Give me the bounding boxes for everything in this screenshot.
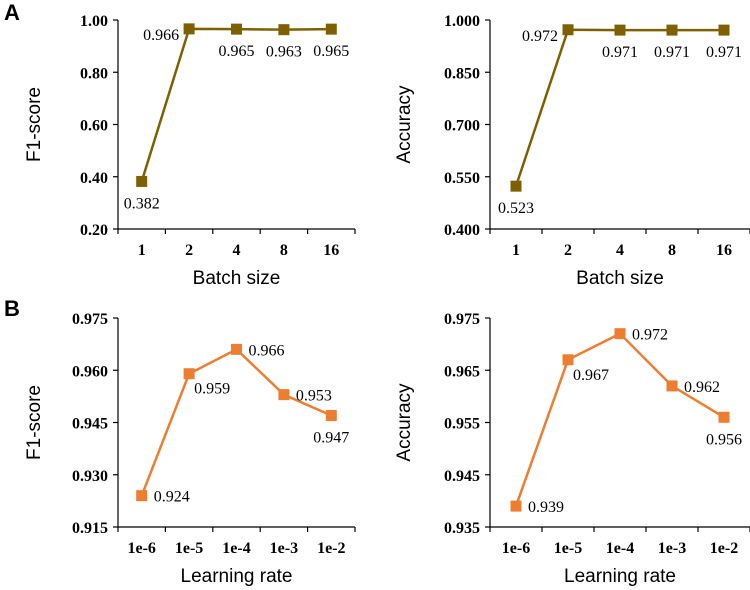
x-tick-label: 1e-6: [502, 540, 530, 557]
data-value-label: 0.953: [296, 388, 332, 405]
y-axis-title: Accuracy: [394, 383, 415, 462]
y-tick-label: 0.850: [444, 65, 480, 82]
x-tick-label: 4: [233, 242, 241, 259]
data-value-label: 0.967: [573, 367, 609, 384]
y-tick-label: 0.20: [80, 222, 108, 239]
data-value-label: 0.959: [194, 381, 230, 398]
data-point-marker: [325, 23, 337, 35]
data-point-marker: [231, 23, 242, 35]
data-value-label: 0.382: [124, 195, 160, 212]
data-value-label: 0.966: [143, 27, 179, 44]
data-point-marker: [614, 24, 626, 36]
data-value-label: 0.965: [313, 43, 349, 60]
data-point-marker: [278, 389, 290, 401]
data-value-label: 0.523: [498, 200, 534, 217]
data-point-marker: [718, 24, 730, 36]
x-axis-title: Batch size: [193, 268, 281, 289]
y-tick-label: 0.945: [444, 468, 480, 485]
x-tick-label: 16: [323, 242, 339, 259]
y-tick-label: 0.550: [444, 170, 480, 187]
data-point-marker: [183, 23, 195, 35]
y-tick-label: 0.930: [72, 468, 108, 485]
panel-label-a: A: [4, 0, 20, 25]
y-tick-label: 0.915: [72, 520, 108, 537]
y-axis-title: Accuracy: [394, 85, 415, 164]
y-tick-label: 0.955: [444, 416, 480, 433]
y-tick-label: 0.40: [80, 170, 108, 187]
data-value-label: 0.971: [706, 44, 742, 61]
chart-a-accuracy-batch-size: 0.400 0.550 0.700 0.850 1.000 1 2 4 8 16 Batch siz…: [394, 13, 750, 289]
x-tick-label: 8: [280, 242, 288, 259]
y-tick-label: 0.700: [444, 118, 480, 135]
x-tick-label: 1e-6: [127, 540, 155, 557]
data-point-marker: [562, 354, 574, 366]
x-tick-label: 16: [716, 242, 732, 259]
y-tick-label: 0.400: [444, 222, 480, 239]
y-tick-label: 0.975: [444, 311, 480, 328]
data-point-marker: [278, 24, 290, 36]
data-value-label: 0.965: [219, 43, 255, 60]
x-tick-label: 2: [185, 242, 193, 259]
data-point-marker: [562, 24, 574, 36]
x-axis-title: Learning rate: [181, 566, 293, 587]
chart-a-f1-batch-size: 0.20 0.40 0.60 0.80 1.00 1 2 4 8 16 Batch size F1-s…: [24, 13, 356, 289]
data-value-label: 0.972: [522, 28, 558, 45]
y-tick-label: 0.965: [444, 363, 480, 380]
x-tick-label: 1e-4: [222, 540, 250, 557]
data-point-marker: [183, 368, 195, 380]
data-value-label: 0.972: [632, 327, 668, 344]
y-axis-title: F1-score: [24, 87, 45, 162]
x-tick-label: 1: [138, 242, 146, 259]
data-value-label: 0.956: [706, 431, 742, 448]
chart-b-f1-learning-rate: 0.915 0.930 0.945 0.960 0.975 1e-6 1e-5 1e-4 1e-…: [24, 311, 356, 587]
x-tick-label: 1e-2: [710, 540, 738, 557]
data-point-marker: [614, 328, 626, 340]
data-point-marker: [136, 175, 148, 187]
y-tick-label: 1.00: [80, 13, 108, 30]
series-line: [514, 332, 725, 507]
data-point-marker: [510, 500, 522, 512]
data-point-marker: [136, 490, 148, 502]
x-tick-label: 2: [564, 242, 572, 259]
y-tick-label: 0.945: [72, 416, 108, 433]
data-point-marker: [510, 180, 522, 192]
y-tick-label: 0.80: [80, 65, 108, 82]
y-tick-label: 0.960: [72, 363, 108, 380]
data-value-label: 0.971: [654, 44, 690, 61]
panel-label-b: B: [4, 296, 20, 321]
x-tick-label: 1e-3: [658, 540, 686, 557]
data-value-label: 0.939: [528, 499, 564, 516]
y-tick-label: 1.000: [444, 13, 480, 30]
data-point-marker: [666, 24, 678, 36]
data-point-marker: [325, 410, 337, 422]
data-point-marker: [666, 380, 678, 392]
data-point-marker: [231, 343, 242, 355]
x-tick-label: 1e-4: [606, 540, 634, 557]
x-tick-label: 8: [668, 242, 676, 259]
x-tick-label: 4: [616, 242, 624, 259]
data-value-label: 0.924: [154, 489, 190, 506]
data-value-label: 0.947: [313, 430, 349, 447]
data-value-label: 0.963: [266, 44, 302, 61]
data-value-label: 0.962: [684, 379, 720, 396]
data-value-label: 0.971: [602, 44, 638, 61]
y-axis-title: F1-score: [24, 385, 45, 460]
x-tick-label: 1e-3: [270, 540, 298, 557]
x-axis-title: Batch size: [576, 268, 664, 289]
data-value-label: 0.966: [249, 342, 285, 359]
x-tick-label: 1: [512, 242, 520, 259]
y-tick-label: 0.60: [80, 118, 108, 135]
x-tick-label: 1e-5: [175, 540, 203, 557]
series-line: [140, 347, 332, 497]
x-axis-title: Learning rate: [564, 566, 676, 587]
y-tick-label: 0.935: [444, 520, 480, 537]
data-point-marker: [718, 411, 730, 423]
x-tick-label: 1e-2: [317, 540, 345, 557]
y-tick-label: 0.975: [72, 311, 108, 328]
chart-b-accuracy-learning-rate: 0.935 0.945 0.955 0.965 0.975 1e-6 1e-5 1e-4 1e-…: [394, 311, 750, 587]
x-tick-label: 1e-5: [554, 540, 582, 557]
